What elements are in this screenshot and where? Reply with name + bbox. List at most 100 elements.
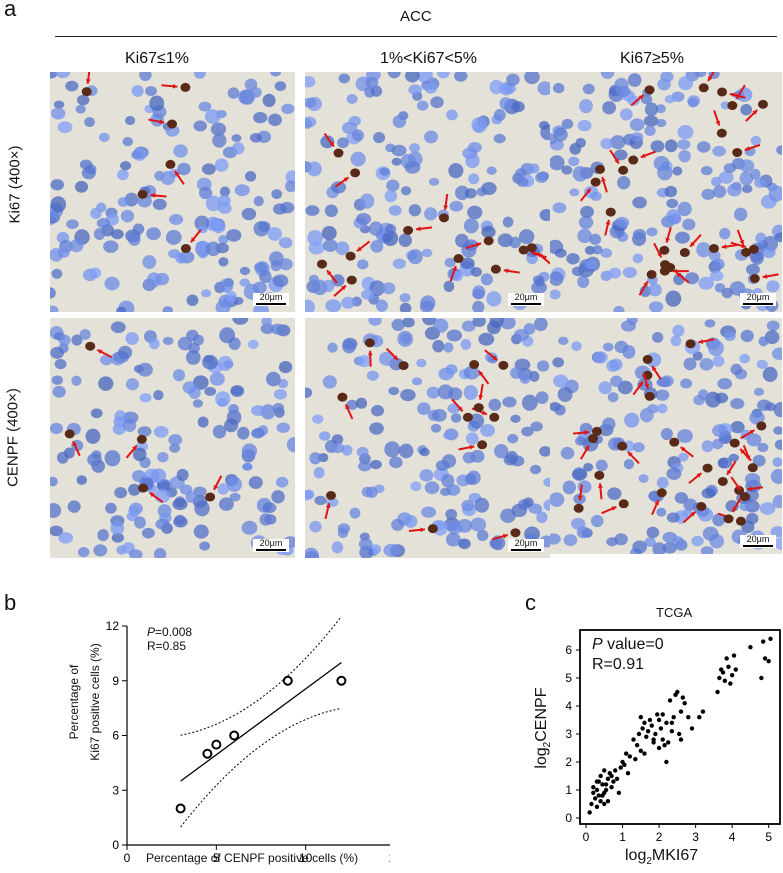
marker-arrowhead: [652, 366, 657, 372]
nucleus: [424, 207, 438, 221]
data-point: [623, 751, 629, 756]
data-point: [669, 720, 675, 725]
nucleus: [50, 179, 64, 191]
nucleus: [627, 73, 642, 87]
nucleus: [592, 245, 603, 255]
marker-arrowhead: [721, 244, 727, 250]
nucleus: [408, 204, 422, 217]
data-point: [609, 773, 614, 779]
nucleus: [566, 253, 580, 265]
nucleus: [369, 422, 384, 435]
marker-arrowhead: [149, 492, 155, 498]
stained-nucleus: [350, 168, 361, 178]
nucleus: [493, 109, 506, 121]
nucleus: [712, 513, 726, 527]
data-point: [680, 695, 686, 700]
stained-nucleus: [453, 254, 464, 264]
nucleus: [632, 540, 647, 554]
panel-c-title: TCGA: [656, 605, 693, 620]
nucleus: [131, 85, 144, 97]
stained-nucleus: [364, 338, 375, 348]
stained-nucleus: [669, 437, 680, 447]
nucleus: [610, 135, 626, 150]
nucleus: [572, 166, 588, 182]
nucleus: [382, 230, 399, 246]
stained-nucleus: [644, 391, 655, 401]
y-tick-label: 0: [112, 838, 119, 852]
row-label-cenpf: CENPF (400×): [4, 388, 22, 487]
marker-arrowhead: [478, 370, 484, 376]
scale-bar-line: [256, 303, 286, 305]
nucleus: [87, 453, 102, 467]
nucleus: [373, 132, 386, 144]
nucleus: [600, 72, 615, 80]
nucleus: [57, 248, 70, 258]
nucleus: [365, 76, 379, 88]
nucleus: [718, 170, 734, 184]
data-point: [733, 667, 739, 672]
nucleus: [467, 142, 482, 153]
stained-nucleus: [205, 492, 216, 502]
nucleus: [125, 378, 139, 391]
marker-arrowhead: [326, 270, 332, 276]
micrograph-image: [50, 72, 295, 312]
panel-c-xlabel-prefix: log: [625, 847, 647, 864]
nucleus: [192, 334, 204, 346]
panel-b-p-value: =0.008: [155, 625, 193, 639]
nucleus: [627, 95, 640, 106]
stained-nucleus: [732, 148, 743, 158]
nucleus: [584, 245, 596, 255]
nucleus: [776, 145, 782, 155]
nucleus: [153, 547, 167, 558]
marker-arrowhead: [213, 484, 219, 490]
nucleus: [577, 480, 592, 494]
nucleus: [57, 121, 73, 134]
nucleus: [313, 467, 325, 479]
nucleus: [417, 72, 433, 84]
nucleus: [762, 366, 778, 382]
stained-nucleus: [698, 83, 709, 93]
nucleus: [585, 259, 597, 270]
nucleus: [217, 483, 229, 495]
marker-arrowhead: [614, 158, 619, 164]
nucleus: [53, 100, 65, 109]
nucleus: [271, 189, 283, 200]
nucleus: [173, 368, 185, 382]
nucleus: [613, 149, 628, 161]
stained-nucleus: [346, 275, 357, 285]
scatter-chart-c: 0 1 2 3 4 5 0 1 2 3 4 5 6: [565, 629, 781, 844]
nucleus: [463, 385, 478, 401]
stained-nucleus: [716, 128, 727, 138]
nucleus: [646, 227, 658, 237]
marker-arrowhead: [531, 251, 537, 257]
marker-arrowhead: [708, 76, 713, 82]
panel-c-ylabel-sub: 2: [542, 741, 554, 748]
nucleus: [528, 163, 540, 174]
data-point: [766, 659, 771, 664]
nucleus: [69, 239, 84, 253]
x-tick-label: 0: [583, 830, 590, 844]
nucleus: [603, 342, 614, 352]
nucleus: [219, 327, 236, 344]
nucleus: [305, 205, 320, 216]
nucleus: [653, 155, 670, 171]
nucleus: [765, 402, 776, 412]
y-tick-label: 4: [565, 699, 572, 713]
data-point: [728, 681, 733, 686]
marker-arrowhead: [654, 500, 659, 506]
nucleus: [149, 95, 165, 111]
marker-arrowhead: [502, 533, 508, 539]
data-point: [647, 717, 653, 723]
data-point: [605, 799, 611, 804]
nucleus: [472, 300, 485, 312]
nucleus: [590, 514, 604, 528]
nucleus: [462, 451, 476, 464]
nucleus: [331, 274, 345, 287]
marker-arrowhead: [329, 141, 334, 147]
marker-arrowhead: [367, 350, 373, 356]
scale-bar: 20μm: [740, 535, 776, 548]
nucleus: [224, 418, 239, 433]
data-point: [748, 645, 753, 650]
nucleus: [123, 418, 137, 432]
marker-arrowhead: [740, 448, 745, 454]
